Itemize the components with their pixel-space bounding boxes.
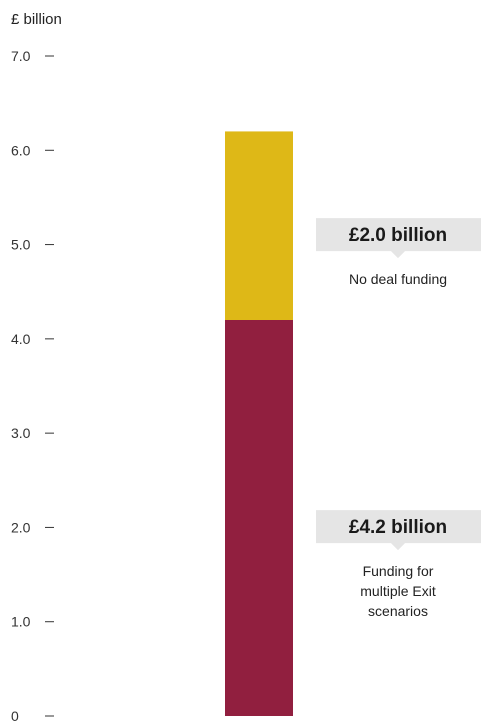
callout-description-no-deal: No deal funding	[349, 271, 447, 287]
callout-description-multiple-exit: scenarios	[368, 603, 428, 619]
y-axis-label: £ billion	[11, 11, 62, 28]
y-tick-label: 4.0	[11, 331, 31, 347]
y-axis-ticks: 0 1.0 2.0 3.0 4.0 5.0 6.0 7.0	[11, 48, 54, 724]
callout-badge-no-deal	[316, 218, 481, 259]
bar-segment-no-deal	[225, 131, 293, 320]
y-tick-label: 5.0	[11, 237, 31, 253]
y-tick-label: 2.0	[11, 519, 31, 535]
y-tick-label: 3.0	[11, 425, 31, 441]
callout-description-multiple-exit: Funding for	[363, 563, 434, 579]
bar-stack	[225, 131, 293, 716]
callouts: £4.2 billion Funding for multiple Exit scen…	[316, 218, 481, 619]
y-tick-label: 0	[11, 708, 19, 724]
bar-segment-multiple-exit	[225, 320, 293, 716]
y-tick-label: 7.0	[11, 48, 31, 64]
callout-badge-multiple-exit	[316, 510, 481, 551]
callout-value-no-deal: £2.0 billion	[349, 225, 447, 246]
callout-description-multiple-exit: multiple Exit	[360, 583, 436, 599]
y-tick-label: 6.0	[11, 142, 31, 158]
y-tick-label: 1.0	[11, 614, 31, 630]
callout-value-multiple-exit: £4.2 billion	[349, 517, 447, 538]
